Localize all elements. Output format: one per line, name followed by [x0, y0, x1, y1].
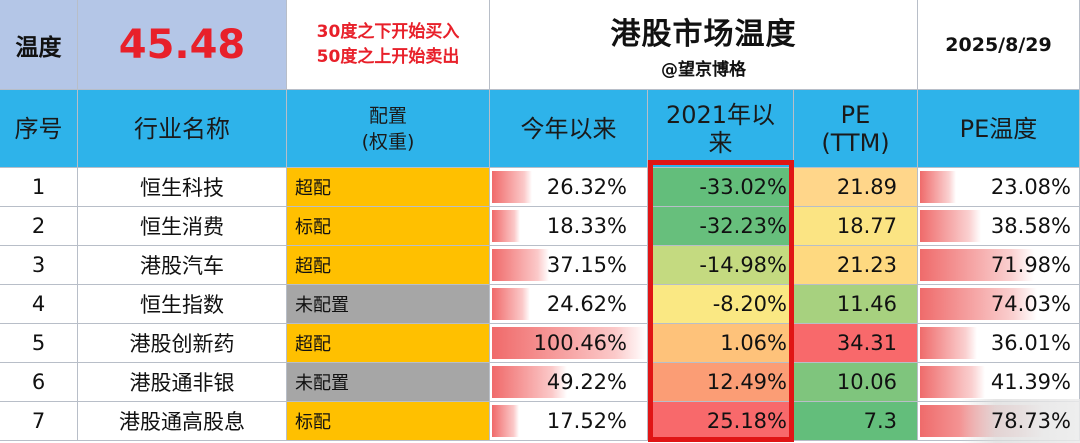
industry-name: 港股汽车 [78, 246, 287, 285]
ytd-databar [492, 171, 532, 203]
temperature-value: 45.48 [78, 0, 287, 90]
industry-name: 恒生指数 [78, 285, 287, 324]
watermark [960, 399, 1080, 443]
ytd-return-cell: 26.32% [490, 168, 648, 207]
row-index: 6 [0, 363, 78, 402]
report-date: 2025/8/29 [918, 0, 1080, 90]
ytd-databar [492, 366, 567, 398]
pe-temperature-value: 74.03% [990, 292, 1071, 316]
industry-name: 恒生消费 [78, 207, 287, 246]
author-handle: @望京博格 [661, 60, 746, 80]
pe-ttm-value: 34.31 [794, 324, 918, 363]
pe-ttm-value: 7.3 [794, 402, 918, 441]
row-index: 1 [0, 168, 78, 207]
ytd-return-value: 26.32% [546, 175, 627, 199]
allocation-cell: 标配 [287, 402, 490, 441]
trading-rule: 30度之下开始买入 50度之上开始卖出 [287, 0, 490, 90]
since-2021-return: 12.49% [648, 363, 794, 402]
col-header-pe-line1: PE [840, 100, 871, 129]
since-2021-return: -33.02% [648, 168, 794, 207]
col-header-allocation-line1: 配置 [368, 104, 407, 127]
col-header-pe-line2: (TTM) [821, 128, 890, 157]
allocation-cell: 超配 [287, 168, 490, 207]
allocation-cell: 超配 [287, 246, 490, 285]
ytd-databar [492, 327, 646, 359]
col-header-since-line1: 2021年以 [665, 100, 776, 129]
rule-buy: 30度之下开始买入 [316, 21, 460, 42]
col-header-since-2021: 2021年以 来 [648, 90, 794, 168]
pe-temperature-cell: 71.98% [918, 246, 1080, 285]
ytd-return-value: 100.46% [533, 331, 627, 355]
pe-ttm-value: 21.23 [794, 246, 918, 285]
industry-name: 港股通非银 [78, 363, 287, 402]
allocation-cell: 未配置 [287, 363, 490, 402]
page-title: 港股市场温度 [610, 17, 797, 52]
pe-temperature-value: 78.73% [990, 409, 1071, 433]
pe-temperature-cell: 23.08% [918, 168, 1080, 207]
since-2021-return: -14.98% [648, 246, 794, 285]
pe-temperature-databar [920, 171, 956, 203]
temperature-label: 温度 [0, 0, 78, 90]
pe-temperature-databar [920, 288, 1037, 320]
ytd-return-cell: 18.33% [490, 207, 648, 246]
ytd-return-cell: 17.52% [490, 402, 648, 441]
since-2021-return: -32.23% [648, 207, 794, 246]
col-header-index: 序号 [0, 90, 78, 168]
pe-ttm-value: 21.89 [794, 168, 918, 207]
pe-temperature-databar [920, 210, 981, 242]
ytd-databar [492, 405, 519, 437]
ytd-return-cell: 24.62% [490, 285, 648, 324]
rule-sell: 50度之上开始卖出 [316, 46, 460, 67]
ytd-return-value: 17.52% [546, 409, 627, 433]
pe-temperature-cell: 38.58% [918, 207, 1080, 246]
pe-temperature-value: 38.58% [990, 214, 1071, 238]
pe-temperature-cell: 41.39% [918, 363, 1080, 402]
col-header-pe: PE (TTM) [794, 90, 918, 168]
ytd-databar [492, 210, 520, 242]
row-index: 4 [0, 285, 78, 324]
ytd-databar [492, 249, 549, 281]
ytd-return-cell: 37.15% [490, 246, 648, 285]
title-block: 港股市场温度 @望京博格 [490, 0, 918, 90]
pe-temperature-cell: 36.01% [918, 324, 1080, 363]
ytd-databar [492, 288, 530, 320]
ytd-return-cell: 100.46% [490, 324, 648, 363]
since-2021-return: -8.20% [648, 285, 794, 324]
col-header-allocation: 配置 (权重) [287, 90, 490, 168]
row-index: 3 [0, 246, 78, 285]
ytd-return-value: 49.22% [546, 370, 627, 394]
pe-temperature-cell: 74.03% [918, 285, 1080, 324]
industry-name: 港股通高股息 [78, 402, 287, 441]
allocation-cell: 未配置 [287, 285, 490, 324]
row-index: 2 [0, 207, 78, 246]
col-header-ytd: 今年以来 [490, 90, 648, 168]
since-2021-return: 25.18% [648, 402, 794, 441]
since-2021-return: 1.06% [648, 324, 794, 363]
allocation-cell: 标配 [287, 207, 490, 246]
col-header-allocation-line2: (权重) [361, 130, 415, 153]
col-header-industry: 行业名称 [78, 90, 287, 168]
row-index: 5 [0, 324, 78, 363]
pe-temperature-databar [920, 366, 985, 398]
ytd-return-cell: 49.22% [490, 363, 648, 402]
pe-temperature-databar [920, 249, 1034, 281]
pe-temperature-value: 36.01% [990, 331, 1071, 355]
pe-temperature-databar [920, 327, 977, 359]
pe-temperature-value: 41.39% [990, 370, 1071, 394]
allocation-cell: 超配 [287, 324, 490, 363]
col-header-since-line2: 来 [708, 128, 733, 157]
row-index: 7 [0, 402, 78, 441]
ytd-return-value: 24.62% [546, 292, 627, 316]
pe-temperature-value: 23.08% [990, 175, 1071, 199]
industry-name: 港股创新药 [78, 324, 287, 363]
pe-temperature-value: 71.98% [990, 253, 1071, 277]
industry-name: 恒生科技 [78, 168, 287, 207]
pe-ttm-value: 11.46 [794, 285, 918, 324]
pe-ttm-value: 18.77 [794, 207, 918, 246]
col-header-pe-temperature: PE温度 [918, 90, 1080, 168]
pe-ttm-value: 10.06 [794, 363, 918, 402]
ytd-return-value: 37.15% [546, 253, 627, 277]
ytd-return-value: 18.33% [546, 214, 627, 238]
